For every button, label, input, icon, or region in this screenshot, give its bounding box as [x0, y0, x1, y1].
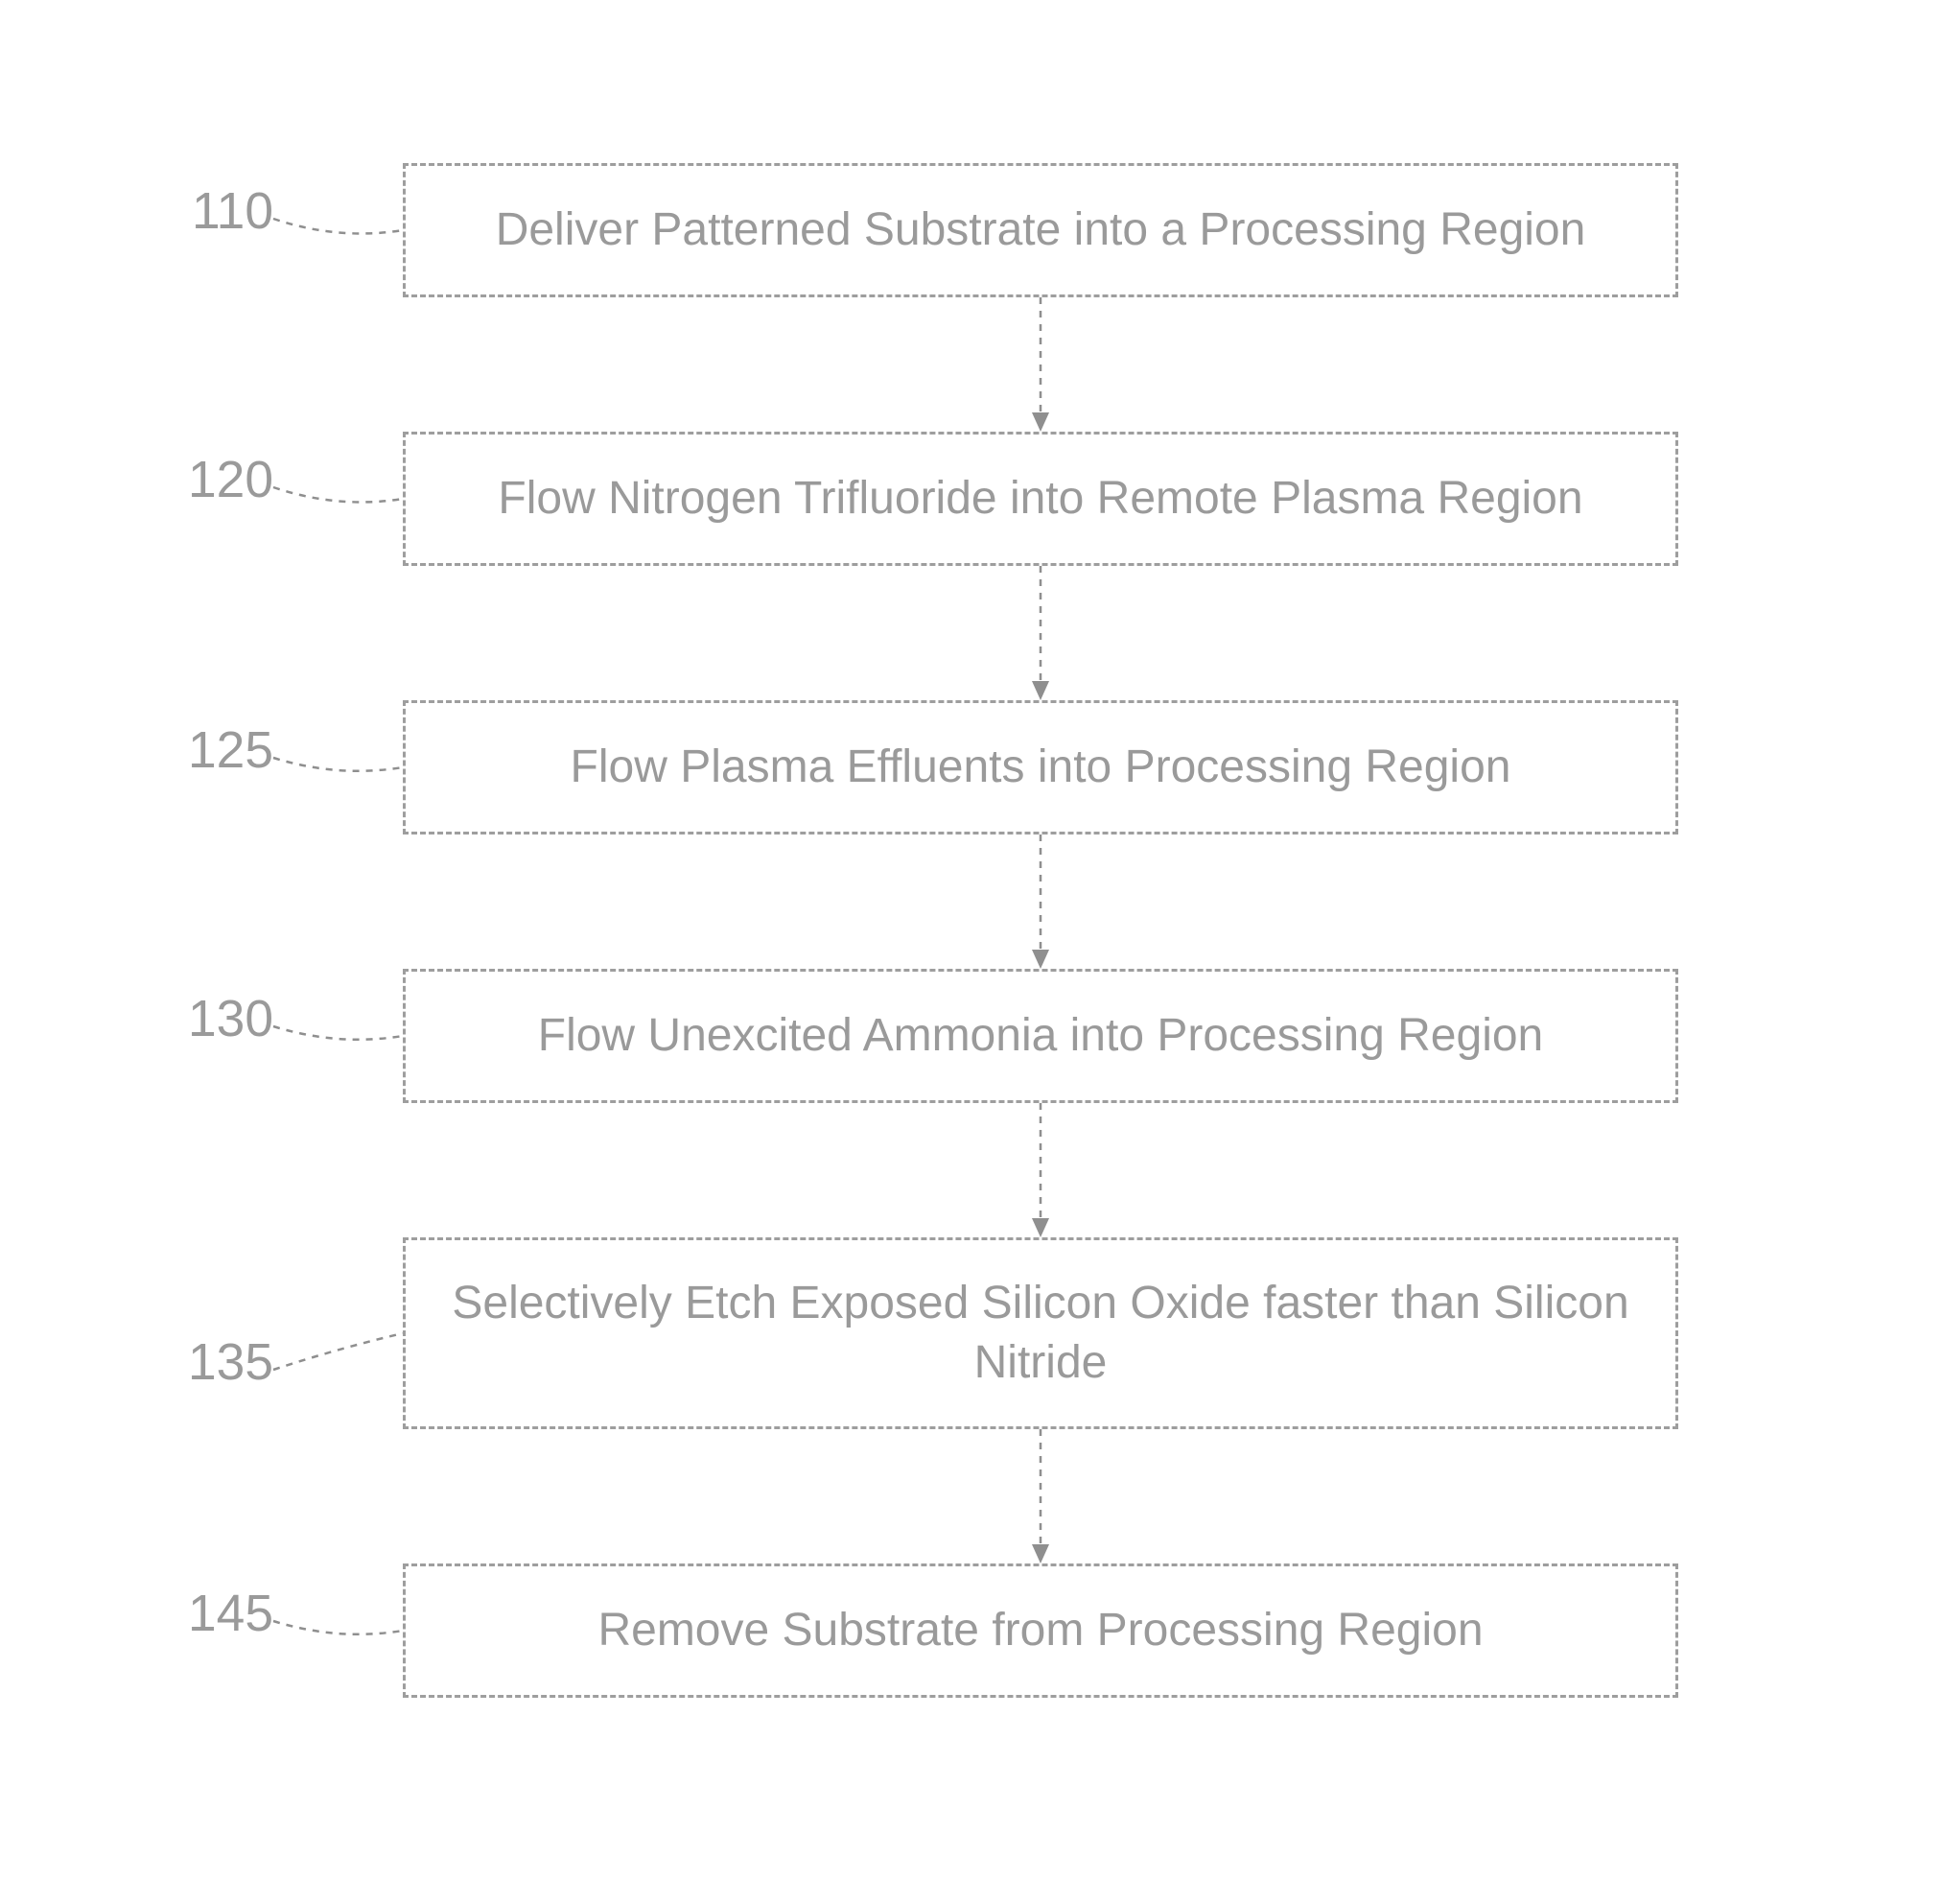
- leader-135: [264, 1314, 412, 1389]
- leader-110: [264, 200, 412, 257]
- step-text-145: Remove Substrate from Processing Region: [597, 1601, 1483, 1660]
- arrow-120-to-125: [1026, 566, 1055, 700]
- arrow-125-to-130: [1026, 834, 1055, 969]
- step-label-120: 120: [158, 451, 273, 509]
- step-box-145: Remove Substrate from Processing Region: [403, 1563, 1678, 1698]
- step-label-145: 145: [158, 1585, 273, 1643]
- step-label-110: 110: [158, 182, 273, 241]
- leader-120: [264, 468, 412, 526]
- step-box-135: Selectively Etch Exposed Silicon Oxide f…: [403, 1237, 1678, 1429]
- step-text-130: Flow Unexcited Ammonia into Processing R…: [538, 1006, 1544, 1066]
- leader-125: [264, 739, 412, 796]
- step-text-120: Flow Nitrogen Trifluoride into Remote Pl…: [498, 469, 1582, 529]
- step-label-125: 125: [158, 721, 273, 780]
- step-box-125: Flow Plasma Effluents into Processing Re…: [403, 700, 1678, 834]
- arrow-110-to-120: [1026, 297, 1055, 432]
- leader-130: [264, 1007, 412, 1065]
- step-label-135: 135: [158, 1333, 273, 1392]
- step-box-120: Flow Nitrogen Trifluoride into Remote Pl…: [403, 432, 1678, 566]
- arrow-130-to-135: [1026, 1103, 1055, 1237]
- step-text-125: Flow Plasma Effluents into Processing Re…: [571, 738, 1511, 797]
- flowchart-canvas: Deliver Patterned Substrate into a Proce…: [0, 0, 1942, 1904]
- leader-145: [264, 1602, 412, 1659]
- step-box-130: Flow Unexcited Ammonia into Processing R…: [403, 969, 1678, 1103]
- step-text-135: Selectively Etch Exposed Silicon Oxide f…: [419, 1274, 1662, 1394]
- step-label-130: 130: [158, 990, 273, 1048]
- step-box-110: Deliver Patterned Substrate into a Proce…: [403, 163, 1678, 297]
- step-text-110: Deliver Patterned Substrate into a Proce…: [496, 200, 1586, 260]
- arrow-135-to-145: [1026, 1429, 1055, 1563]
